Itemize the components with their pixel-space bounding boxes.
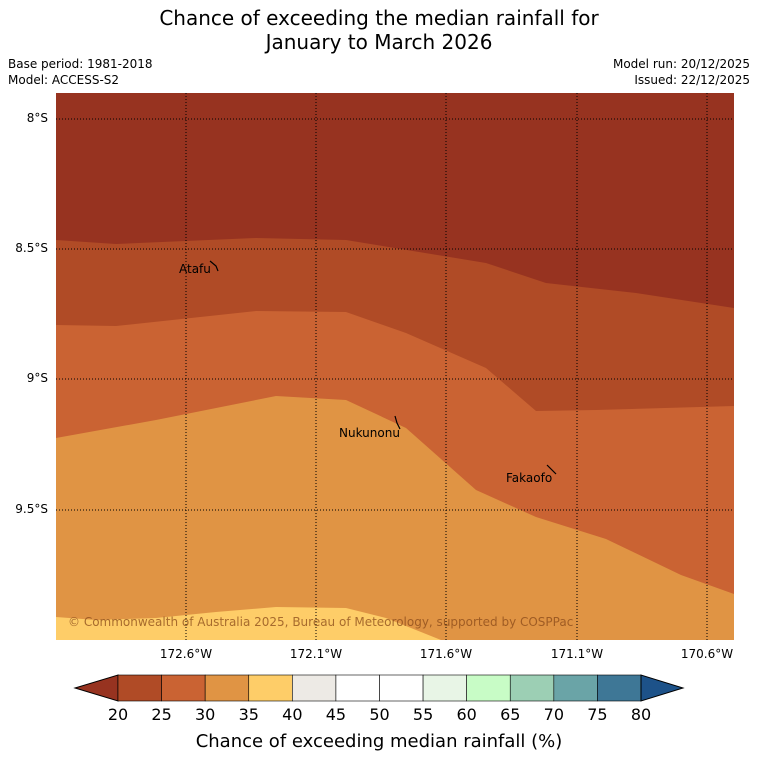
colorbar-tick-label: 30	[194, 705, 216, 724]
colorbar-tick-label: 80	[630, 705, 652, 724]
colorbar-segment	[204, 674, 250, 702]
colorbar-segment	[597, 674, 642, 702]
lat-label-9-5: 9.5°S	[15, 502, 48, 516]
colorbar-tick-label: 40	[282, 705, 303, 724]
lat-label-8: 8°S	[26, 111, 48, 125]
copyright-notice: © Commonwealth of Australia 2025, Bureau…	[68, 615, 573, 629]
zone-35-40	[56, 396, 734, 640]
lon-label-171-1: 171.1°W	[550, 647, 604, 661]
atafu-atoll	[209, 260, 219, 272]
colorbar-over-arrow	[640, 674, 685, 702]
colorbar-tick-label: 55	[412, 705, 434, 724]
lon-label-172-1: 172.1°W	[289, 647, 343, 661]
colorbar-segment	[422, 674, 467, 702]
title-line-2: January to March 2026	[265, 30, 493, 54]
base-period: Base period: 1981-2018	[8, 57, 153, 71]
colorbar-segment	[161, 674, 206, 702]
colorbar-segment	[292, 674, 337, 702]
colorbar-segment	[248, 674, 293, 702]
colorbar-tick-label: 35	[238, 705, 259, 724]
lat-label-9: 9°S	[26, 371, 48, 385]
colorbar-tick-label: 75	[587, 705, 608, 724]
colorbar	[73, 674, 685, 702]
title-line-1: Chance of exceeding the median rainfall …	[159, 6, 599, 30]
zone-40-45	[56, 607, 441, 640]
lon-label-171-6: 171.6°W	[419, 647, 473, 661]
map-panel: Atafu Nukunonu Fakaofo © Commonwealth of…	[56, 93, 734, 640]
colorbar-segment	[335, 674, 380, 702]
grid-lines	[56, 93, 734, 640]
colorbar-tick-label: 70	[543, 705, 564, 724]
lon-label-172-6: 172.6°W	[159, 647, 213, 661]
colorbar-segments	[117, 674, 642, 702]
lon-label-170-6: 170.6°W	[680, 647, 734, 661]
place-fakaofo: Fakaofo	[506, 471, 552, 485]
issued-date: Issued: 22/12/2025	[634, 73, 750, 87]
chart-title: Chance of exceeding the median rainfall …	[0, 6, 758, 54]
colorbar-segment	[379, 674, 424, 702]
colorbar-segment	[117, 674, 162, 702]
fakaofo-atoll	[546, 464, 557, 475]
colorbar-tick-label: 50	[369, 705, 390, 724]
colorbar-under-arrow	[73, 674, 119, 702]
colorbar-segment	[553, 674, 598, 702]
lat-label-8-5: 8.5°S	[15, 241, 48, 255]
colorbar-tick-label: 60	[456, 705, 477, 724]
colorbar-label: Chance of exceeding median rainfall (%)	[195, 731, 563, 752]
model-name: Model: ACCESS-S2	[8, 73, 120, 87]
colorbar-segment	[466, 674, 511, 702]
place-atafu: Atafu	[179, 262, 211, 276]
colorbar-segment	[509, 674, 555, 702]
colorbar-tick-label: 20	[107, 705, 129, 724]
meta-left: Base period: 1981-2018 Model: ACCESS-S2	[8, 56, 153, 88]
place-nukunonu: Nukunonu	[339, 426, 400, 440]
model-run: Model run: 20/12/2025	[612, 57, 750, 71]
colorbar-tick-label: 25	[151, 705, 172, 724]
meta-right: Model run: 20/12/2025 Issued: 22/12/2025	[613, 56, 750, 88]
nukunonu-atoll	[394, 415, 401, 430]
colorbar-tick-label: 45	[325, 705, 347, 724]
colorbar-tick-label: 65	[500, 705, 521, 724]
